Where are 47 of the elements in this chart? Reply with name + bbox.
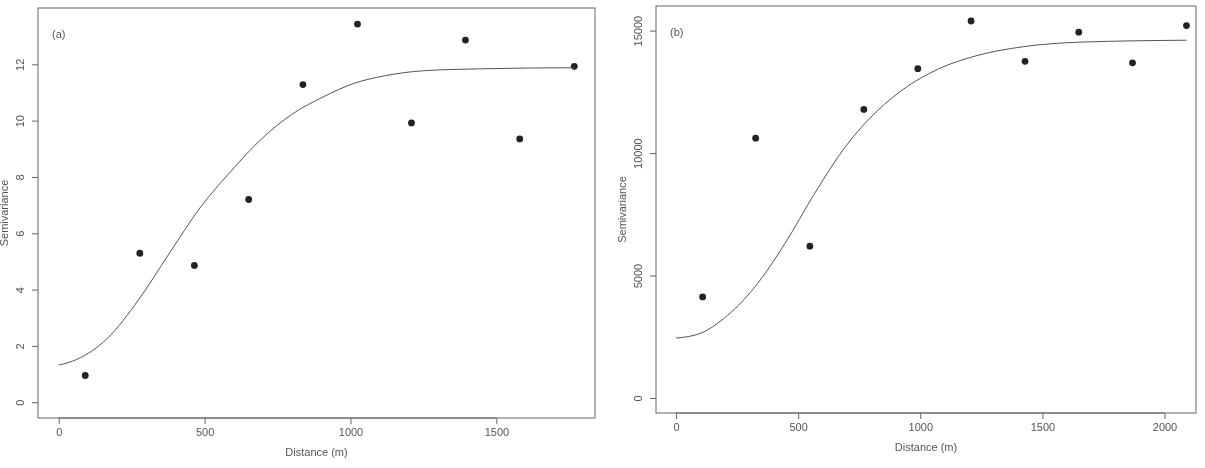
x-tick-label: 0 [673,420,680,433]
point [299,81,307,88]
point [81,372,89,379]
point [408,119,415,127]
annotation: (b) [670,26,684,38]
point [462,36,469,44]
point [354,20,361,28]
y-tick-label: 0 [14,399,26,406]
y-tick-label: 5000 [632,263,644,289]
point [752,134,760,142]
y-tick-label: 2 [14,343,26,350]
y-tick-label: 10000 [632,138,644,169]
x-tick-label: 0 [56,425,63,438]
point [1183,22,1190,29]
point [516,135,524,143]
y-tick-label: 15000 [632,15,644,47]
point [1129,59,1136,67]
y-axis-title: Semivariance [0,179,10,247]
y-tick-label: 6 [14,230,26,237]
x-tick-label: 500 [195,425,215,438]
point [1075,28,1083,36]
line-series [675,39,1187,339]
y-axis-title: Semivariance [616,176,628,243]
point [860,105,868,113]
y-tick-label: 0 [632,395,644,402]
annotation: (a) [52,28,66,40]
x-axis-title: Distance (m) [285,446,348,458]
point [699,293,707,301]
point [967,17,975,25]
y-tick-label: 8 [14,174,26,181]
point [1021,57,1029,65]
x-tick-label: 1500 [1030,420,1056,433]
point [570,62,578,70]
x-tick-label: 2000 [1152,420,1178,433]
y-tick-label: 10 [14,115,26,128]
point [136,249,144,257]
y-tick-label: 4 [14,287,26,294]
point [245,196,253,203]
x-tick-label: 1000 [338,425,364,438]
point [190,261,198,269]
point [806,242,814,250]
x-tick-label: 500 [789,420,808,433]
y-tick-label: 12 [14,58,26,71]
x-tick-label: 1500 [484,425,510,438]
x-axis-title: Distance (m) [894,441,958,453]
x-tick-label: 1000 [908,420,933,433]
point [914,65,922,73]
